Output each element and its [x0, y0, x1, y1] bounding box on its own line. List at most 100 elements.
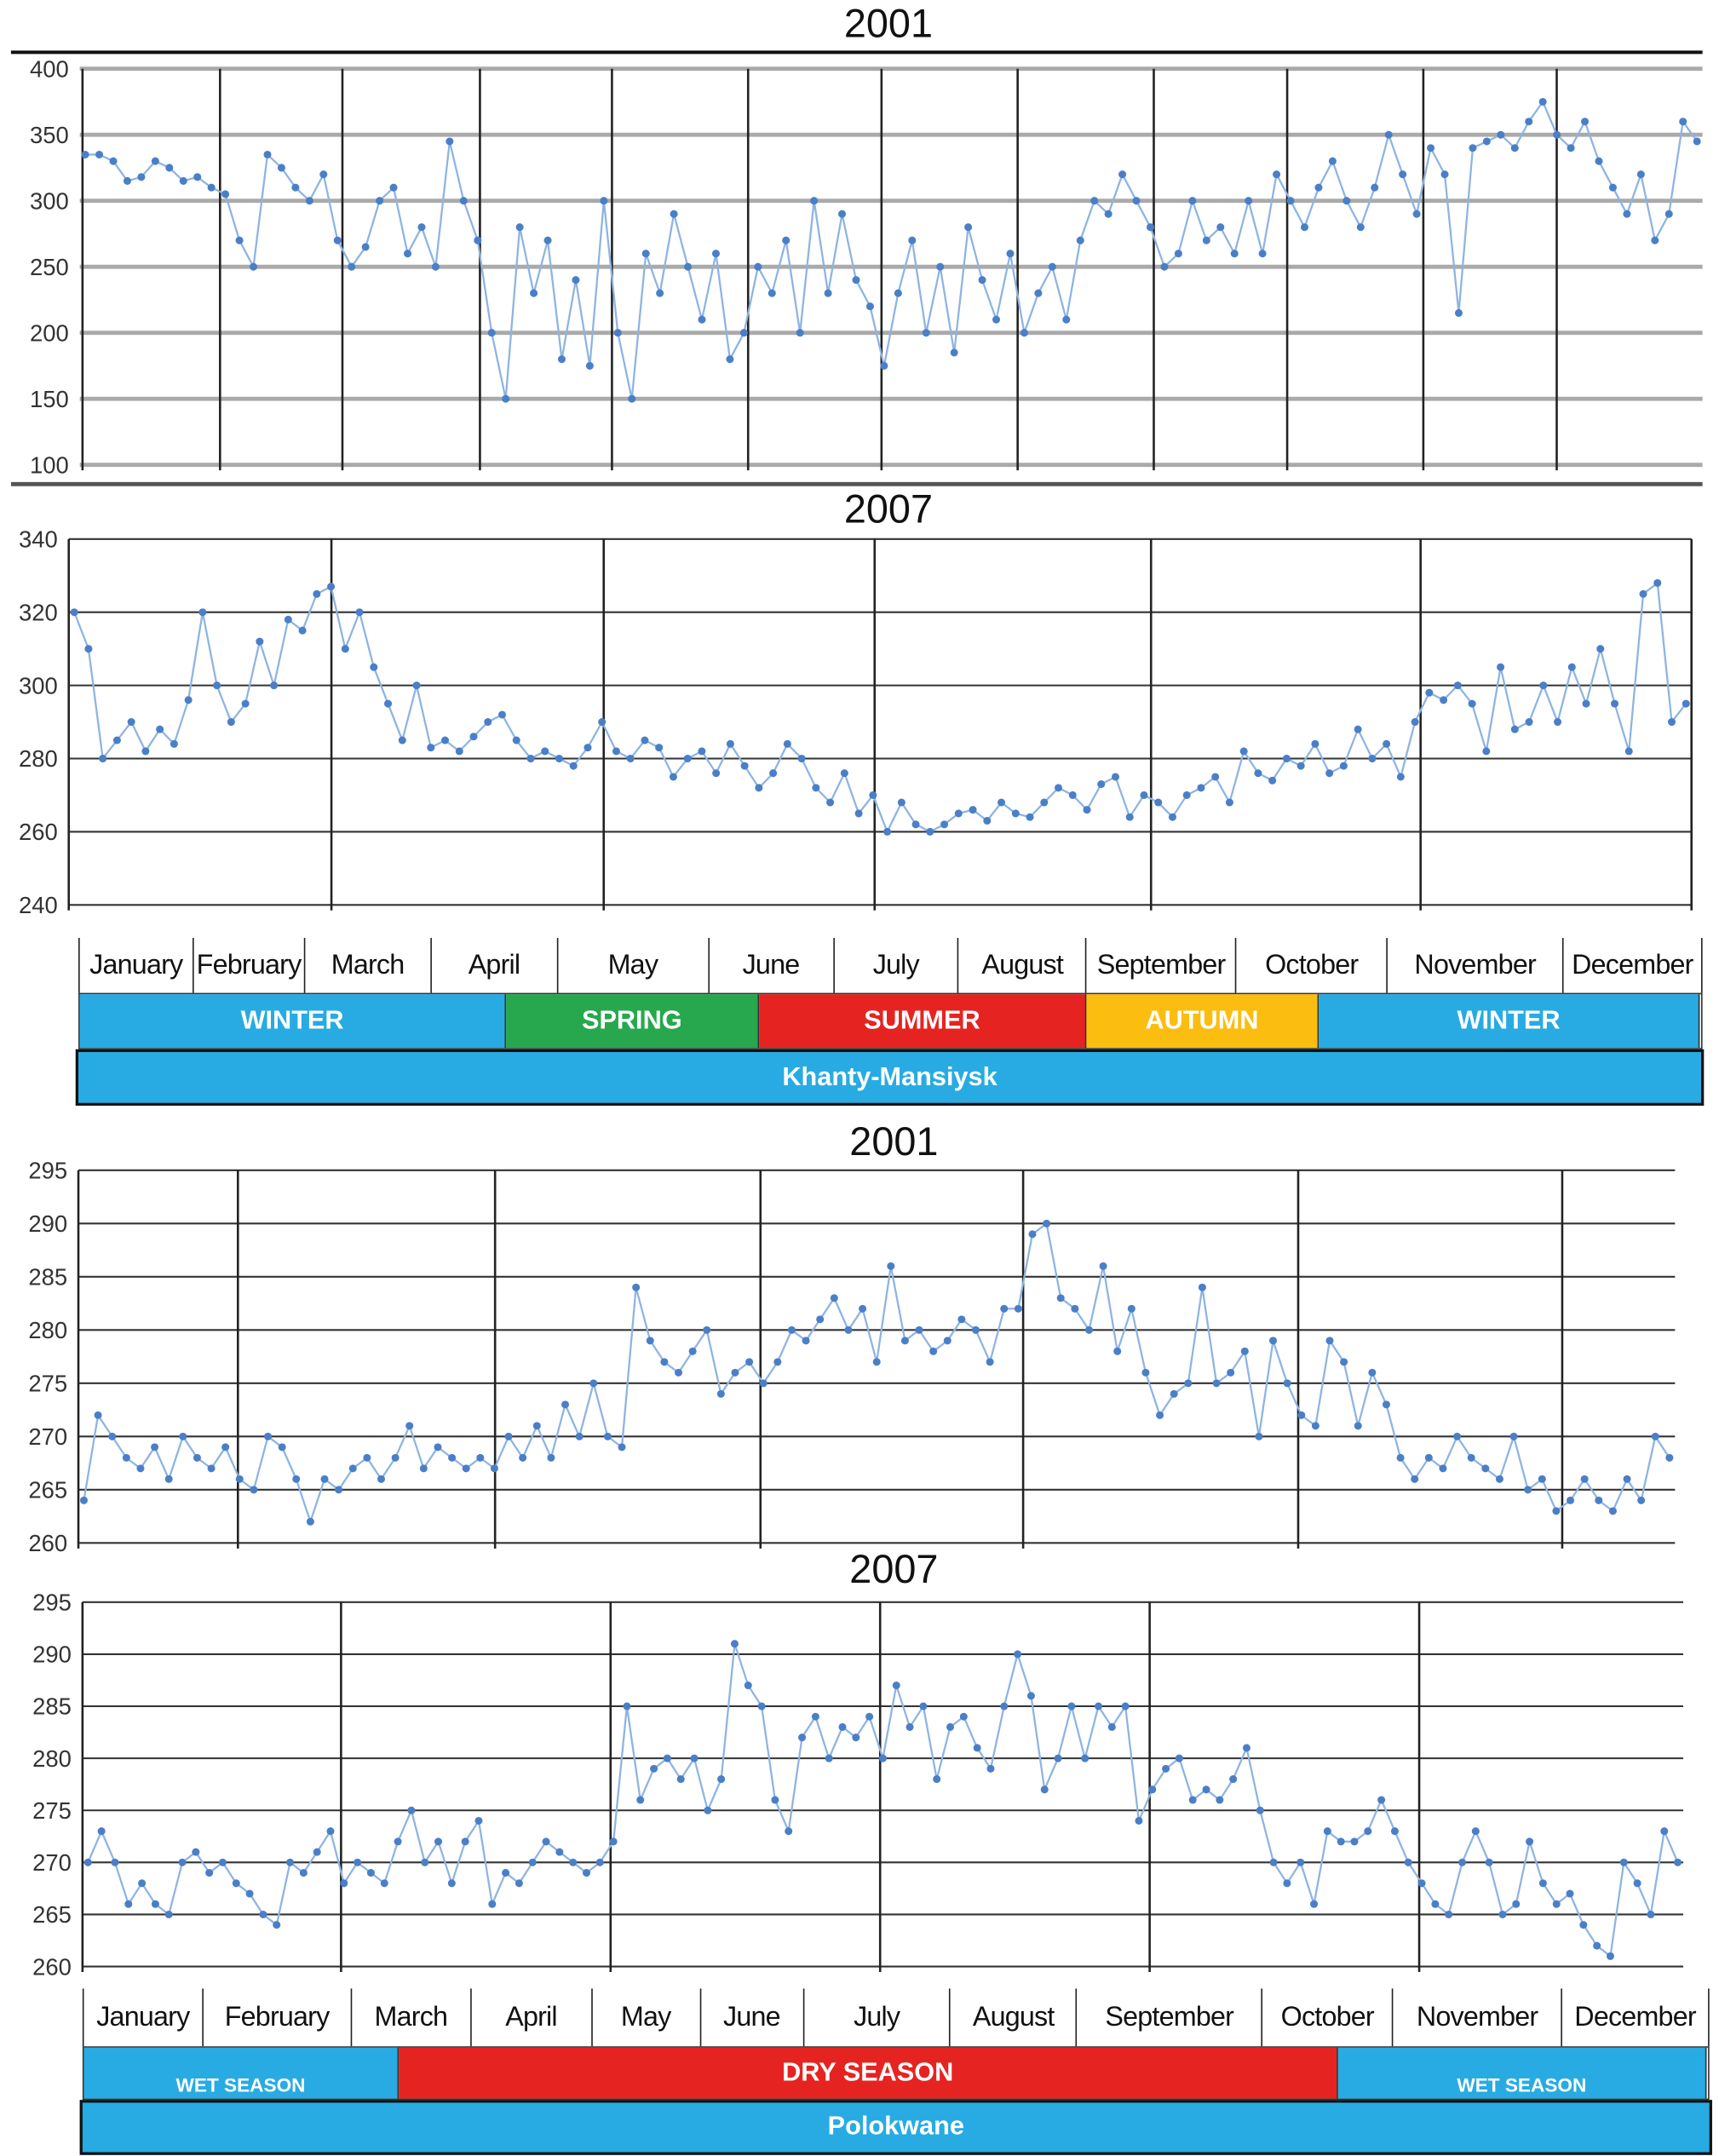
data-point	[1337, 1837, 1345, 1846]
data-point	[1229, 1775, 1238, 1784]
data-point	[1481, 1464, 1490, 1473]
data-point	[936, 262, 945, 271]
data-point	[978, 276, 986, 285]
series-line	[85, 100, 1699, 400]
location-label: Khanty-Mansiysk	[75, 1049, 1705, 1106]
month-label: September	[1085, 938, 1235, 993]
data-point	[99, 754, 107, 763]
data-point	[291, 183, 300, 192]
y-tick-label: 320	[19, 599, 58, 625]
data-point	[997, 798, 1006, 807]
data-point	[263, 150, 272, 158]
month-label: August	[957, 938, 1085, 993]
data-point	[256, 637, 264, 646]
data-point	[151, 1443, 159, 1452]
data-point	[1325, 1337, 1334, 1345]
data-point	[555, 754, 563, 763]
data-point	[1364, 1827, 1372, 1836]
data-point	[716, 1389, 725, 1398]
data-point	[459, 197, 468, 205]
data-point	[859, 1304, 867, 1313]
month-label: March	[303, 938, 430, 993]
data-point	[151, 1900, 159, 1908]
data-point	[1354, 725, 1362, 733]
data-point	[305, 197, 313, 205]
data-point	[270, 681, 279, 690]
data-point	[1127, 1304, 1135, 1313]
data-point	[1383, 739, 1391, 748]
y-tick-label: 300	[19, 672, 58, 699]
data-point	[797, 754, 806, 763]
data-point	[1498, 1910, 1507, 1918]
data-point	[1623, 210, 1631, 218]
data-point	[674, 1368, 683, 1377]
data-point	[221, 1443, 230, 1452]
month-label: July	[832, 938, 958, 993]
data-point	[983, 816, 992, 825]
data-point	[730, 1640, 739, 1648]
series-line	[87, 1643, 1679, 1958]
data-point	[878, 1754, 887, 1762]
chart-panel-2: 240 260 280 300 320 340	[19, 526, 1693, 918]
data-point	[526, 754, 535, 763]
data-point	[484, 718, 492, 727]
data-point	[684, 262, 693, 271]
data-point	[79, 1496, 88, 1504]
data-point	[771, 1796, 779, 1804]
data-point	[1000, 1702, 1009, 1710]
data-point	[1156, 1411, 1164, 1419]
data-point	[235, 1475, 244, 1483]
data-point	[1141, 1368, 1150, 1377]
series-line	[73, 581, 1687, 835]
data-point	[1384, 130, 1393, 139]
data-point	[447, 1879, 456, 1888]
data-point	[83, 1858, 92, 1866]
data-point	[207, 1464, 216, 1473]
data-point	[1239, 747, 1248, 756]
y-tick-label: 280	[32, 1745, 72, 1772]
data-point	[883, 827, 892, 836]
data-point	[1168, 813, 1176, 821]
data-point	[326, 1827, 335, 1836]
data-point	[380, 1879, 388, 1888]
data-point	[812, 784, 820, 792]
data-point	[502, 394, 510, 403]
data-point	[1396, 1453, 1405, 1462]
data-point	[250, 1486, 258, 1494]
data-point	[419, 1464, 428, 1473]
data-point	[403, 250, 412, 258]
data-point	[660, 1358, 669, 1366]
data-point	[1273, 170, 1281, 179]
data-point	[1404, 1858, 1412, 1866]
data-point	[84, 645, 93, 653]
data-point	[632, 1283, 641, 1291]
data-point	[259, 1910, 267, 1918]
data-point	[969, 806, 977, 814]
data-point	[441, 736, 450, 745]
data-point	[900, 1337, 909, 1345]
data-point	[609, 1837, 618, 1846]
data-point	[1526, 1837, 1534, 1846]
data-point	[1090, 197, 1099, 205]
data-point	[1390, 1827, 1399, 1836]
data-point	[1062, 315, 1071, 324]
data-point	[306, 1517, 314, 1526]
data-point	[1510, 144, 1519, 152]
data-point	[840, 769, 848, 778]
data-point	[603, 1432, 612, 1440]
data-point	[1300, 223, 1309, 232]
data-point	[124, 1900, 133, 1908]
data-point	[957, 1315, 966, 1324]
data-point	[739, 329, 748, 337]
season-band: WET SEASON	[1337, 2047, 1707, 2099]
y-tick-label: 260	[32, 1953, 72, 1980]
data-point	[1283, 1879, 1291, 1888]
month-label: October	[1261, 1988, 1392, 2047]
data-point	[1538, 1475, 1546, 1483]
data-point	[319, 170, 328, 179]
y-tick-label: 200	[30, 319, 69, 346]
data-point	[1596, 645, 1605, 653]
data-point	[193, 1453, 201, 1462]
y-tick-label: 280	[28, 1317, 67, 1343]
